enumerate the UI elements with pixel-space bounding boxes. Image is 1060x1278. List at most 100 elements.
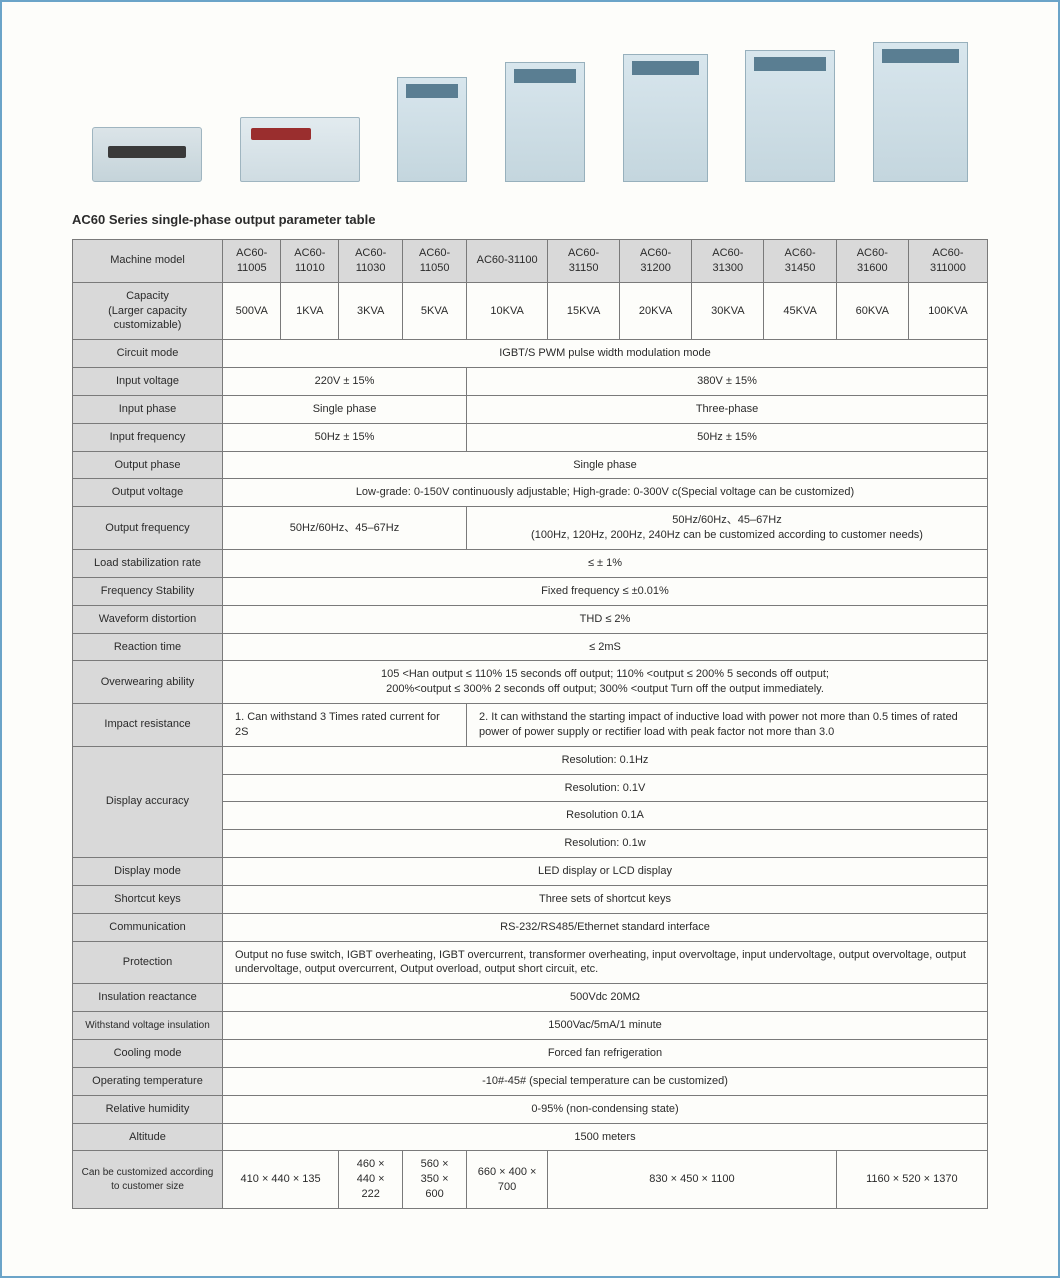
row-reaction: Reaction time ≤ 2mS — [73, 633, 988, 661]
model-1: AC60-11010 — [281, 240, 339, 283]
row-circuit-mode: Circuit mode IGBT/S PWM pulse width modu… — [73, 340, 988, 368]
optemp-label: Operating temperature — [73, 1067, 223, 1095]
table-title: AC60 Series single-phase output paramete… — [72, 212, 988, 227]
insulation-label: Insulation reactance — [73, 984, 223, 1012]
capacity-0: 500VA — [223, 282, 281, 340]
row-humidity: Relative humidity 0-95% (non-condensing … — [73, 1095, 988, 1123]
circuit-mode-label: Circuit mode — [73, 340, 223, 368]
input-phase-label: Input phase — [73, 395, 223, 423]
disp-acc-3: Resolution 0.1A — [223, 802, 988, 830]
size-c: 560 × 350 × 600 — [403, 1151, 467, 1209]
capacity-3: 5KVA — [403, 282, 467, 340]
model-4: AC60-31100 — [467, 240, 548, 283]
protection-label: Protection — [73, 941, 223, 984]
content-area: AC60 Series single-phase output paramete… — [72, 22, 988, 1209]
cooling-label: Cooling mode — [73, 1040, 223, 1068]
header-row: Machine model AC60-11005 AC60-11010 AC60… — [73, 240, 988, 283]
waveform-value: THD ≤ 2% — [223, 605, 988, 633]
capacity-8: 45KVA — [764, 282, 836, 340]
output-phase-value: Single phase — [223, 451, 988, 479]
product-image-6 — [745, 50, 835, 182]
disp-acc-1: Resolution: 0.1Hz — [223, 746, 988, 774]
capacity-9: 60KVA — [836, 282, 908, 340]
row-optemp: Operating temperature -10#-45# (special … — [73, 1067, 988, 1095]
row-load-stab: Load stabilization rate ≤ ± 1% — [73, 549, 988, 577]
optemp-value: -10#-45# (special temperature can be cus… — [223, 1067, 988, 1095]
input-voltage-b: 380V ± 15% — [467, 368, 988, 396]
altitude-value: 1500 meters — [223, 1123, 988, 1151]
header-label: Machine model — [73, 240, 223, 283]
spec-table: Machine model AC60-11005 AC60-11010 AC60… — [72, 239, 988, 1209]
model-0: AC60-11005 — [223, 240, 281, 283]
product-image-1 — [92, 127, 202, 182]
overwearing-label: Overwearing ability — [73, 661, 223, 704]
disp-acc-4: Resolution: 0.1w — [223, 830, 988, 858]
circuit-mode-value: IGBT/S PWM pulse width modulation mode — [223, 340, 988, 368]
row-shortcut: Shortcut keys Three sets of shortcut key… — [73, 885, 988, 913]
capacity-7: 30KVA — [692, 282, 764, 340]
row-input-freq: Input frequency 50Hz ± 15% 50Hz ± 15% — [73, 423, 988, 451]
output-freq-a: 50Hz/60Hz、45–67Hz — [223, 507, 467, 550]
cooling-value: Forced fan refrigeration — [223, 1040, 988, 1068]
page-frame: AC60 Series single-phase output paramete… — [0, 0, 1060, 1278]
model-6: AC60-31200 — [620, 240, 692, 283]
capacity-2: 3KVA — [339, 282, 403, 340]
row-insulation: Insulation reactance 500Vdc 20MΩ — [73, 984, 988, 1012]
size-f: 1160 × 520 × 1370 — [836, 1151, 987, 1209]
product-image-row — [72, 22, 988, 182]
humidity-label: Relative humidity — [73, 1095, 223, 1123]
model-9: AC60-31600 — [836, 240, 908, 283]
row-overwearing: Overwearing ability 105 <Han output ≤ 11… — [73, 661, 988, 704]
row-freq-stab: Frequency Stability Fixed frequency ≤ ±0… — [73, 577, 988, 605]
model-2: AC60-11030 — [339, 240, 403, 283]
input-voltage-label: Input voltage — [73, 368, 223, 396]
capacity-1: 1KVA — [281, 282, 339, 340]
model-5: AC60-31150 — [548, 240, 620, 283]
impact-label: Impact resistance — [73, 704, 223, 747]
comm-label: Communication — [73, 913, 223, 941]
size-label: Can be customized according to customer … — [73, 1151, 223, 1209]
input-freq-b: 50Hz ± 15% — [467, 423, 988, 451]
capacity-10: 100KVA — [908, 282, 987, 340]
model-7: AC60-31300 — [692, 240, 764, 283]
row-output-phase: Output phase Single phase — [73, 451, 988, 479]
freq-stab-label: Frequency Stability — [73, 577, 223, 605]
output-phase-label: Output phase — [73, 451, 223, 479]
shortcut-label: Shortcut keys — [73, 885, 223, 913]
product-image-2 — [240, 117, 360, 182]
size-b: 460 × 440 × 222 — [339, 1151, 403, 1209]
model-10: AC60-311000 — [908, 240, 987, 283]
row-output-voltage: Output voltage Low-grade: 0-150V continu… — [73, 479, 988, 507]
humidity-value: 0-95% (non-condensing state) — [223, 1095, 988, 1123]
capacity-5: 15KVA — [548, 282, 620, 340]
output-voltage-label: Output voltage — [73, 479, 223, 507]
output-freq-b: 50Hz/60Hz、45–67Hz (100Hz, 120Hz, 200Hz, … — [467, 507, 988, 550]
capacity-4: 10KVA — [467, 282, 548, 340]
altitude-label: Altitude — [73, 1123, 223, 1151]
product-image-5 — [623, 54, 708, 182]
row-capacity: Capacity (Larger capacity customizable) … — [73, 282, 988, 340]
display-mode-label: Display mode — [73, 858, 223, 886]
row-comm: Communication RS-232/RS485/Ethernet stan… — [73, 913, 988, 941]
row-altitude: Altitude 1500 meters — [73, 1123, 988, 1151]
row-disp-acc-1: Display accuracy Resolution: 0.1Hz — [73, 746, 988, 774]
load-stab-label: Load stabilization rate — [73, 549, 223, 577]
output-freq-label: Output frequency — [73, 507, 223, 550]
reaction-value: ≤ 2mS — [223, 633, 988, 661]
row-protection: Protection Output no fuse switch, IGBT o… — [73, 941, 988, 984]
row-impact: Impact resistance 1. Can withstand 3 Tim… — [73, 704, 988, 747]
impact-a: 1. Can withstand 3 Times rated current f… — [223, 704, 467, 747]
waveform-label: Waveform distortion — [73, 605, 223, 633]
product-image-4 — [505, 62, 585, 182]
output-voltage-value: Low-grade: 0-150V continuously adjustabl… — [223, 479, 988, 507]
row-size: Can be customized according to customer … — [73, 1151, 988, 1209]
row-withstand: Withstand voltage insulation 1500Vac/5mA… — [73, 1012, 988, 1040]
model-8: AC60-31450 — [764, 240, 836, 283]
impact-b: 2. It can withstand the starting impact … — [467, 704, 988, 747]
capacity-label: Capacity (Larger capacity customizable) — [73, 282, 223, 340]
protection-value: Output no fuse switch, IGBT overheating,… — [223, 941, 988, 984]
size-d: 660 × 400 × 700 — [467, 1151, 548, 1209]
row-output-freq: Output frequency 50Hz/60Hz、45–67Hz 50Hz/… — [73, 507, 988, 550]
disp-acc-label: Display accuracy — [73, 746, 223, 857]
size-a: 410 × 440 × 135 — [223, 1151, 339, 1209]
